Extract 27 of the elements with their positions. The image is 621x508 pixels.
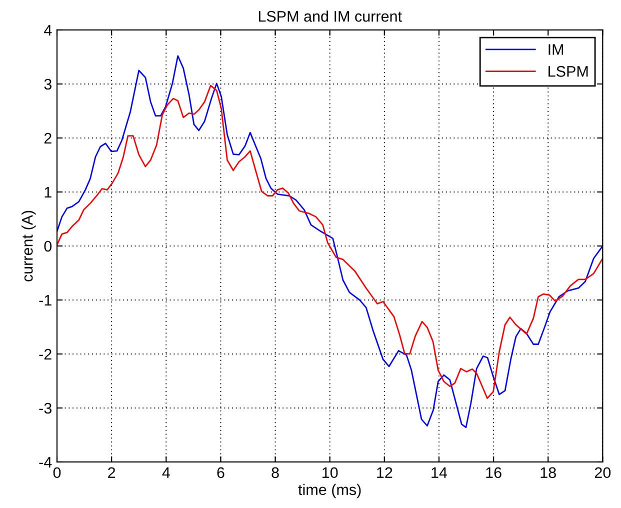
x-tick-label: 14	[432, 467, 448, 478]
x-tick-label: 2	[108, 467, 116, 478]
y-tick-label: 4	[44, 24, 52, 36]
legend-label: LSPM	[548, 66, 588, 77]
x-tick-label: 8	[272, 467, 279, 478]
x-tick-label: 10	[322, 467, 338, 478]
x-axis-title: time (ms)	[298, 484, 361, 498]
y-tick-label: -3	[39, 402, 52, 414]
x-tick-label: 16	[486, 467, 502, 478]
x-tick-label: 12	[377, 467, 392, 478]
legend-label: IM	[548, 44, 564, 55]
y-tick-label: 0	[44, 240, 52, 252]
x-tick-label: 4	[162, 467, 170, 478]
line-series	[57, 84, 603, 399]
x-tick-label: 0	[53, 467, 61, 478]
line-series	[57, 55, 603, 428]
x-tick-label: 18	[540, 467, 556, 478]
y-tick-label: 2	[44, 132, 52, 144]
y-tick-label: -2	[39, 348, 52, 360]
y-tick-label: -1	[39, 295, 52, 306]
chart-title: LSPM and IM current	[258, 10, 402, 22]
x-tick-label: 6	[217, 467, 224, 478]
y-axis-title: current (A)	[22, 210, 36, 282]
y-tick-label: -4	[39, 457, 52, 468]
y-tick-label: 1	[44, 187, 52, 198]
y-tick-label: 3	[44, 78, 52, 90]
x-tick-label: 20	[594, 467, 611, 478]
